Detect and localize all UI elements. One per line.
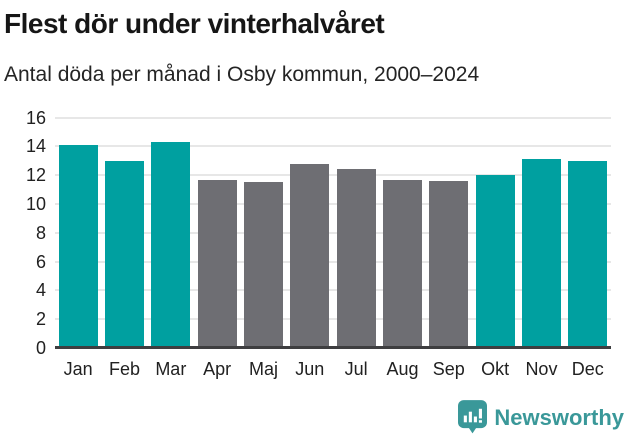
- x-axis: Jan Feb Mar Apr Maj Jun Jul Aug Sep Okt Nov Dec: [55, 356, 611, 382]
- y-axis-tick-label: 16: [25, 107, 46, 128]
- bar-slot: [148, 112, 194, 348]
- x-axis-tick-label: Dec: [571, 359, 604, 379]
- page-subtitle: Antal döda per månad i Osby kommun, 2000…: [4, 63, 480, 86]
- page-title: Flest dör under vinterhalvåret: [4, 8, 385, 39]
- y-axis-tick-label: 8: [35, 222, 46, 243]
- x-axis-tick-label: Jun: [295, 359, 325, 379]
- y-axis-tick-label: 2: [35, 309, 46, 330]
- plot-area: [55, 112, 611, 349]
- gridline: [55, 318, 611, 321]
- bar-series: [55, 112, 611, 348]
- x-axis-tick-label: Apr: [203, 359, 232, 379]
- bar-slot: [565, 112, 611, 348]
- bar-mar: [151, 142, 191, 348]
- x-axis-tick-label: Sep: [432, 359, 465, 379]
- gridline: [55, 145, 611, 148]
- y-axis-tick-label: 10: [25, 194, 46, 214]
- bar-slot: [287, 112, 333, 348]
- x-axis-tick-label: Mar: [155, 359, 187, 379]
- bar-slot: [194, 112, 240, 348]
- bar-slot: [472, 112, 518, 348]
- bar-sep: [429, 180, 469, 348]
- x-axis-tick-label: Aug: [386, 359, 419, 379]
- bar-slot: [518, 112, 564, 348]
- bar-feb: [104, 160, 144, 348]
- y-axis-tick-label: 12: [25, 165, 46, 186]
- x-axis-tick-label: Okt: [481, 359, 510, 379]
- brand-name: Newsworthy: [494, 404, 624, 430]
- y-axis-tick-label: 4: [35, 280, 46, 301]
- bar-slot: [240, 112, 286, 348]
- newsworthy-logo: Newsworthy: [458, 400, 624, 434]
- x-axis-tick-label: Jan: [63, 359, 93, 379]
- bar-okt: [475, 175, 515, 348]
- x-axis-tick-label: Nov: [525, 359, 558, 379]
- bar-slot: [333, 112, 379, 348]
- x-axis-tick-label: Jul: [344, 359, 368, 379]
- bar-aug: [382, 179, 422, 348]
- bar-apr: [197, 179, 237, 348]
- y-axis-tick-label: 14: [25, 136, 46, 157]
- bar-slot: [101, 112, 147, 348]
- bar-maj: [243, 182, 283, 348]
- bar-jun: [290, 163, 330, 348]
- gridline: [55, 260, 611, 263]
- gridline: [55, 289, 611, 292]
- y-axis: 0 2 4 6 8 10 12 14 16: [0, 108, 46, 358]
- x-axis-tick-label: Feb: [108, 359, 140, 379]
- bar-nov: [521, 159, 561, 348]
- x-axis-line: [55, 346, 611, 349]
- bar-slot: [426, 112, 472, 348]
- gridline: [55, 174, 611, 177]
- y-axis-tick-label: 0: [35, 338, 46, 358]
- bar-slot: [379, 112, 425, 348]
- newsworthy-barchart-badge-icon: [458, 400, 488, 434]
- x-axis-tick-label: Maj: [248, 359, 278, 379]
- gridline: [55, 231, 611, 234]
- bar-jan: [58, 144, 98, 348]
- gridline: [55, 116, 611, 119]
- y-axis-tick-label: 6: [35, 251, 46, 272]
- bar-dec: [568, 160, 608, 348]
- bar-slot: [55, 112, 101, 348]
- bar-jul: [336, 169, 376, 348]
- gridline: [55, 203, 611, 205]
